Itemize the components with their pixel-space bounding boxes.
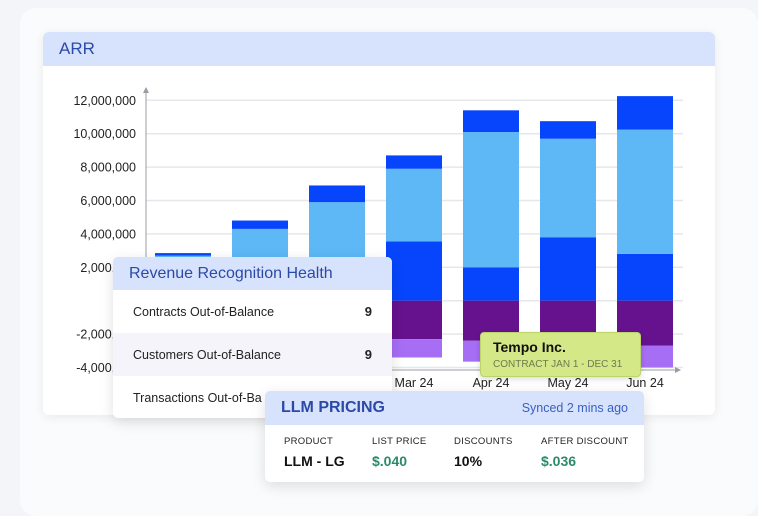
x-tick-label: Apr 24 [473, 376, 510, 390]
arr-title: ARR [59, 39, 95, 58]
y-tick-label: 12,000,000 [73, 94, 136, 108]
rrh-row-label: Contracts Out-of-Balance [133, 304, 275, 319]
rrh-row-label: Customers Out-of-Balance [133, 347, 281, 362]
bar-segment [617, 96, 673, 130]
y-tick-label: 10,000,000 [73, 127, 136, 141]
y-tick-label: 6,000,000 [80, 194, 136, 208]
bar-segment [540, 237, 596, 301]
bar-segment [155, 253, 211, 256]
sync-status: Synced 2 mins ago [521, 401, 628, 415]
bar-segment [309, 202, 365, 268]
bar-segment [463, 132, 519, 268]
product-value: LLM - LG [284, 453, 345, 469]
column-label: PRODUCT [284, 436, 334, 447]
x-tick-label: Jun 24 [626, 376, 664, 390]
bar-segment [386, 300, 442, 340]
rrh-row-label: Transactions Out-of-Ba [133, 390, 262, 405]
tooltip-detail: CONTRACT JAN 1 - DEC 31 [493, 359, 623, 370]
bar-segment [540, 121, 596, 139]
rrh-row-value: 9 [364, 304, 372, 319]
bar-segment [463, 267, 519, 301]
rrh-row[interactable]: Contracts Out-of-Balance 9 [113, 290, 392, 333]
bar-segment [386, 155, 442, 169]
llm-pricing-panel: LLM PRICING Synced 2 mins ago PRODUCT LLM… [265, 391, 644, 482]
product-column: PRODUCT LLM - LG [284, 436, 372, 469]
bar-segment [386, 168, 442, 242]
bar-segment [617, 253, 673, 301]
revenue-recognition-health-panel: Revenue Recognition Health Contracts Out… [113, 257, 392, 418]
bar-segment [232, 220, 288, 229]
llm-pricing-title: LLM PRICING [281, 399, 385, 416]
after-discount-column: AFTER DISCOUNT $.036 [541, 436, 629, 469]
x-tick-label: May 24 [548, 376, 589, 390]
rrh-row[interactable]: Customers Out-of-Balance 9 [113, 333, 392, 376]
x-tick-label: Mar 24 [395, 376, 434, 390]
bar-segment [463, 110, 519, 133]
chart-tooltip: Tempo Inc. CONTRACT JAN 1 - DEC 31 [480, 332, 641, 377]
discount-value: 10% [454, 453, 483, 469]
bar-segment [386, 241, 442, 301]
discounts-column: DISCOUNTS 10% [454, 436, 541, 469]
bar-segment [617, 129, 673, 254]
column-label: AFTER DISCOUNT [541, 436, 629, 447]
y-tick-label: 8,000,000 [80, 161, 136, 175]
bar-segment [386, 339, 442, 358]
after-discount-value: $.036 [541, 453, 577, 469]
list-price-value: $.040 [372, 453, 408, 469]
y-tick-label: 4,000,000 [80, 227, 136, 241]
bar-segment [540, 138, 596, 238]
x-axis-arrow [675, 367, 681, 373]
rrh-row[interactable]: Transactions Out-of-Ba [113, 376, 392, 418]
tooltip-name: Tempo Inc. [493, 339, 566, 355]
list-price-column: LIST PRICE $.040 [372, 436, 454, 469]
column-label: DISCOUNTS [454, 436, 513, 447]
arr-card-header: ARR [43, 32, 715, 66]
bar-segment [309, 185, 365, 203]
column-label: LIST PRICE [372, 436, 427, 447]
rrh-row-value: 9 [364, 347, 372, 362]
rrh-title: Revenue Recognition Health [129, 264, 333, 282]
y-axis-arrow [143, 87, 149, 93]
